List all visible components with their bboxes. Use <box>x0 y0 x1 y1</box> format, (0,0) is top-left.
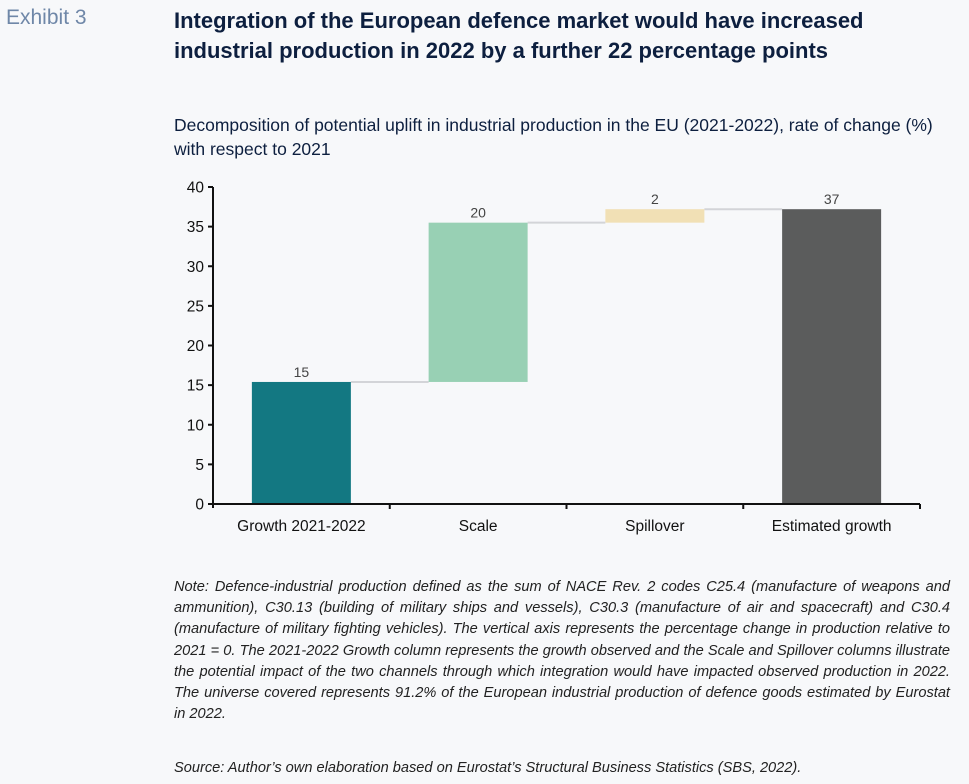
chart-subtitle: Decomposition of potential uplift in ind… <box>174 115 933 159</box>
y-tick-label: 35 <box>187 219 204 236</box>
y-tick-label: 40 <box>187 180 205 197</box>
y-axis: 0 5 10 15 20 25 30 35 40 <box>187 180 214 514</box>
connector-lines <box>350 208 783 383</box>
y-tick-label: 20 <box>187 338 205 355</box>
data-label: 2 <box>651 191 659 207</box>
y-tick-label: 25 <box>187 298 204 315</box>
y-tick-label: 0 <box>195 497 204 514</box>
data-label: 37 <box>824 191 840 207</box>
x-tick-label: Growth 2021-2022 <box>237 518 365 535</box>
x-tick-label: Scale <box>459 518 498 535</box>
x-axis: Growth 2021-2022 Scale Spillover Estimated … <box>208 503 921 535</box>
bars <box>251 209 882 504</box>
y-tick-label: 30 <box>187 259 205 276</box>
y-tick-label: 5 <box>195 457 204 474</box>
x-tick-label: Estimated growth <box>772 518 892 535</box>
y-tick-label: 15 <box>187 378 204 395</box>
bar-estimated-growth <box>782 209 882 504</box>
bar-spillover <box>605 209 705 223</box>
bar-growth-2021-2022 <box>251 381 351 504</box>
data-labels: 15 20 2 37 <box>294 191 840 380</box>
exhibit-label: Exhibit 3 <box>6 6 87 29</box>
x-tick-label: Spillover <box>625 518 684 535</box>
bar-scale <box>428 222 528 382</box>
waterfall-chart: 15 20 2 37 0 5 10 15 20 25 30 35 40 Growth 2021-202… <box>187 180 921 535</box>
chart-note: Note: Defence-industrial production defi… <box>174 579 950 723</box>
chart-source: Source: Author’s own elaboration based o… <box>174 760 802 776</box>
chart-title: Integration of the European defence mark… <box>174 8 864 63</box>
data-label: 15 <box>294 364 310 380</box>
data-label: 20 <box>470 205 486 221</box>
y-tick-label: 10 <box>187 417 205 434</box>
